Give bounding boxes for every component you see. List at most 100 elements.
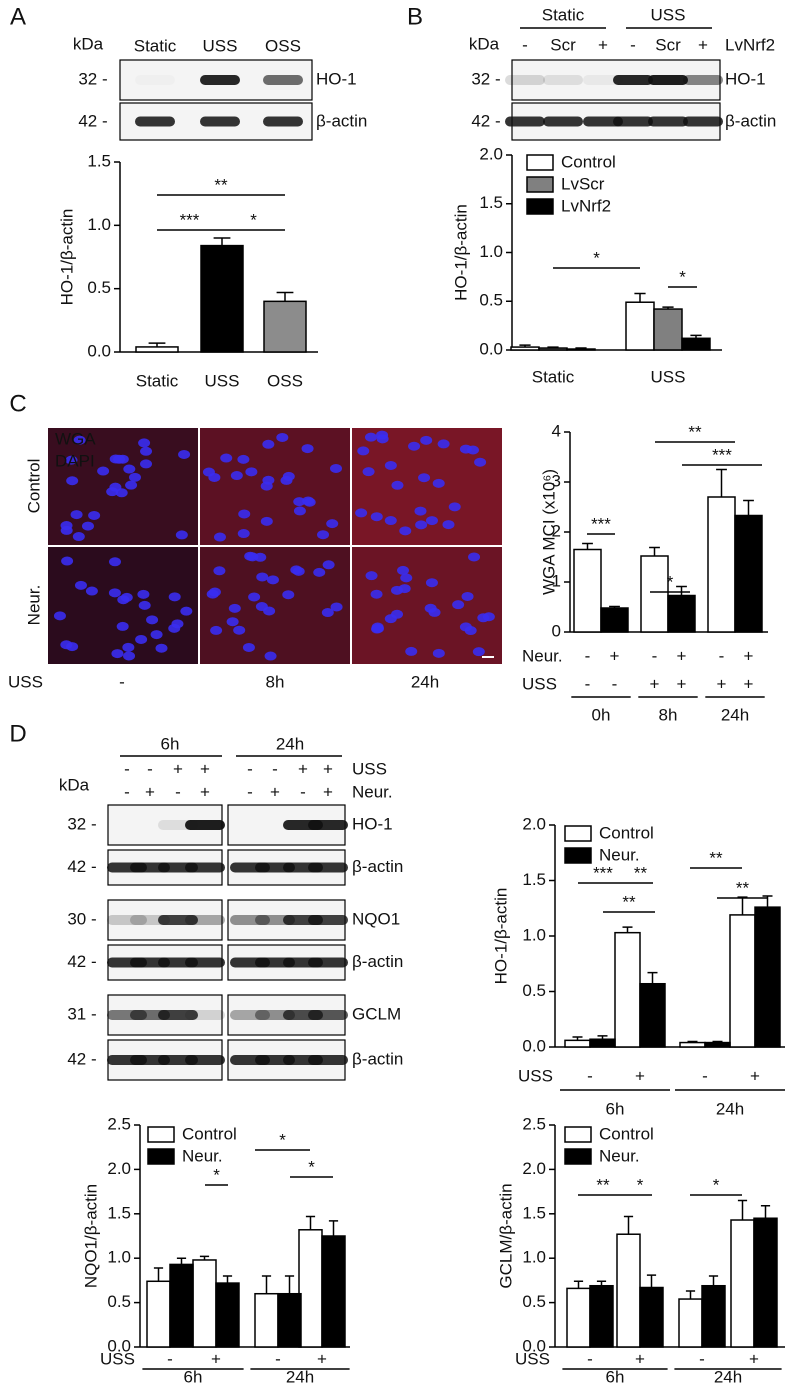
nucleus	[263, 606, 276, 616]
nucleus	[72, 532, 85, 542]
nucleus	[391, 480, 404, 490]
bar	[254, 1292, 279, 1348]
nucleus	[376, 430, 389, 440]
blot-band	[263, 75, 303, 85]
nucleus	[293, 506, 306, 516]
significance-label: *	[667, 572, 674, 591]
stain-label: WGA	[55, 429, 96, 448]
group-label: 6h	[184, 1367, 203, 1385]
condition-value: -	[247, 759, 253, 778]
bar	[681, 337, 711, 351]
bar	[639, 982, 666, 1048]
blot-band	[107, 915, 147, 925]
blot-marker: 30 -	[67, 909, 96, 928]
error-bar	[737, 1199, 748, 1221]
y-axis-label: GCLM/β-actin	[496, 1183, 515, 1288]
legend-label: Control	[182, 1124, 237, 1143]
error-bar	[708, 1275, 719, 1286]
significance-label: ***	[180, 210, 200, 229]
condition-value: -	[124, 759, 130, 778]
wga-stain	[48, 428, 198, 545]
nucleus	[262, 475, 275, 485]
blot-band	[263, 116, 303, 127]
nucleus	[210, 625, 223, 635]
blot-band	[230, 915, 270, 925]
condition-value: -	[272, 759, 278, 778]
blot-row-label: GCLM	[352, 1004, 401, 1023]
error-bar	[647, 971, 658, 984]
significance-label: **	[709, 848, 723, 867]
lane-label: -	[630, 35, 636, 54]
significance-label: **	[688, 422, 702, 441]
condition-value: +	[298, 759, 308, 778]
blot-row-label: β-actin	[352, 952, 403, 971]
condition-value: -	[147, 759, 153, 778]
legend-swatch	[147, 1148, 175, 1165]
nucleus	[123, 464, 136, 474]
nucleus	[330, 602, 343, 612]
bar	[754, 906, 781, 1048]
nucleus	[168, 623, 181, 633]
blot-row-label: β-actin	[316, 111, 367, 130]
nucleus	[248, 592, 261, 602]
blot-unit: kDa	[73, 34, 104, 53]
nucleus	[260, 516, 273, 526]
nucleus	[202, 467, 215, 477]
micrograph-tile	[200, 428, 350, 545]
blot-band	[308, 862, 348, 873]
nucleus	[415, 520, 428, 530]
nucleus	[474, 457, 487, 467]
blot-band	[185, 862, 225, 873]
blot-group: Static	[542, 5, 585, 24]
blot-marker: 42 -	[67, 857, 96, 876]
nucleus	[448, 502, 461, 512]
nucleus	[280, 475, 293, 485]
blot-band	[200, 75, 240, 85]
bar	[169, 1263, 194, 1348]
y-tick-label: 1.5	[107, 1203, 131, 1222]
x-row-value: -	[612, 674, 618, 693]
blot-band	[308, 1010, 348, 1020]
bar	[640, 555, 669, 633]
column-label: 8h	[266, 672, 285, 691]
blot-unit: kDa	[469, 34, 500, 53]
bar	[589, 1038, 616, 1048]
y-tick-label: 1.0	[522, 925, 546, 944]
y-tick-label: 1.5	[522, 870, 546, 889]
error-bar	[737, 896, 748, 915]
nucleus	[238, 509, 251, 519]
nucleus	[168, 592, 181, 602]
nucleus	[61, 556, 74, 566]
legend-label: Control	[561, 152, 616, 171]
nucleus	[135, 634, 148, 644]
legend-label: Control	[599, 1124, 654, 1143]
nucleus	[397, 565, 410, 575]
error-bar	[284, 1275, 295, 1294]
nucleus	[242, 642, 255, 652]
y-axis-label: HO-1/β-actin	[57, 209, 76, 306]
y-axis-label: HO-1/β-actin	[451, 204, 470, 301]
nucleus	[245, 467, 258, 477]
y-tick-label: 1.0	[522, 1248, 546, 1267]
nucleus	[74, 580, 87, 590]
x-tick-label: Static	[532, 367, 575, 386]
significance-label: *	[593, 248, 600, 267]
blot-band	[505, 116, 545, 127]
nucleus	[266, 575, 279, 585]
blot-group: 6h	[161, 734, 180, 753]
y-tick-label: 0.5	[87, 278, 111, 297]
nucleus	[220, 453, 233, 463]
legend-swatch	[564, 825, 592, 842]
y-tick-label: 1.5	[87, 151, 111, 170]
bar	[639, 1286, 664, 1348]
bar	[679, 1041, 706, 1048]
x-row-label: USS	[515, 1349, 550, 1368]
blot-band	[158, 915, 198, 925]
blot-band	[583, 116, 623, 127]
significance-label: ***	[591, 514, 611, 533]
nucleus	[405, 646, 418, 656]
error-bar	[276, 291, 294, 302]
y-axis-label: NQO1/β-actin	[81, 1184, 100, 1288]
nucleus	[66, 642, 79, 652]
bar	[200, 244, 244, 353]
